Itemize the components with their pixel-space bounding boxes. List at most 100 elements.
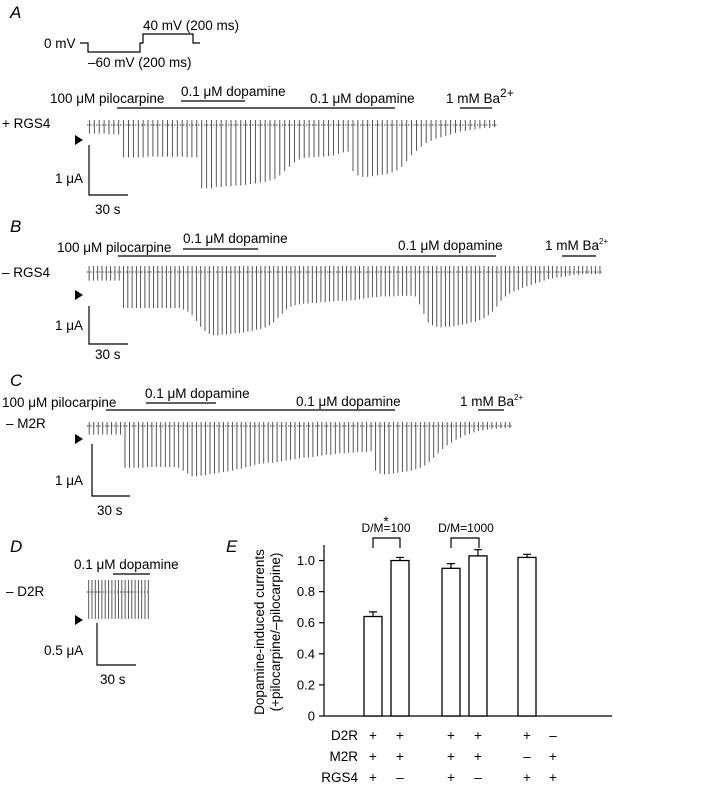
arrowhead-marker-d bbox=[75, 615, 83, 625]
scale-bar-a bbox=[88, 145, 128, 196]
error-bar bbox=[447, 563, 455, 569]
panel-b: B 100 μM pilocarpine 0.1 μM dopamine 0.1… bbox=[2, 217, 608, 362]
genotype-sign: + bbox=[447, 770, 455, 785]
bars bbox=[363, 549, 537, 717]
arrowhead-marker-b bbox=[75, 290, 83, 300]
step1-label: –60 mV (200 ms) bbox=[88, 55, 192, 70]
arrowhead-marker-a bbox=[75, 135, 83, 145]
genotype-label: M2R bbox=[329, 749, 358, 764]
y-tick-label: 0 bbox=[308, 709, 315, 724]
pilocarpine-label: 100 μM pilocarpine bbox=[2, 395, 116, 410]
error-bar bbox=[369, 611, 377, 617]
genotype-sign: + bbox=[549, 749, 557, 764]
significance-bracket-100: * D/M=100 bbox=[361, 514, 411, 548]
panel-d: D 0.1 μM dopamine – D2R 0.5 μA 30 s bbox=[6, 537, 179, 687]
dopamine-label-1: 0.1 μM dopamine bbox=[183, 231, 288, 246]
genotype-sign: – bbox=[549, 728, 557, 743]
genotype-sign: + bbox=[369, 728, 377, 743]
y-tick-label: 1.0 bbox=[297, 553, 315, 568]
y-axis-label-line-2: (+pilocarpine/–pilocarpine) bbox=[268, 553, 283, 712]
scale-current-b: 1 μA bbox=[55, 318, 83, 333]
genotype-sign: + bbox=[369, 749, 377, 764]
dopamine-label: 0.1 μM dopamine bbox=[74, 557, 179, 572]
bar bbox=[468, 555, 488, 717]
scale-time-c: 30 s bbox=[97, 503, 123, 518]
voltage-protocol: 0 mV –60 mV (200 ms) 40 mV (200 ms) bbox=[44, 18, 239, 70]
panel-e: E Dopamine-induced currents (+pilocarpin… bbox=[226, 514, 612, 785]
arrowhead-marker-c bbox=[75, 434, 83, 444]
scale-bar-d bbox=[96, 623, 136, 666]
genotype-sign: + bbox=[549, 770, 557, 785]
significance-bracket-1000: D/M=1000 bbox=[438, 521, 494, 548]
bar bbox=[517, 556, 537, 717]
panel-letter-a: A bbox=[9, 3, 21, 22]
genotype-label: RGS4 bbox=[321, 770, 358, 785]
bar bbox=[441, 567, 461, 717]
panel-letter-d: D bbox=[10, 537, 22, 556]
ratio-label-1000: D/M=1000 bbox=[438, 521, 494, 535]
panel-letter-c: C bbox=[10, 371, 23, 390]
scale-time-b: 30 s bbox=[95, 347, 121, 362]
genotype-sign: – bbox=[523, 749, 531, 764]
scale-time-a: 30 s bbox=[95, 202, 121, 217]
row-label-c: – M2R bbox=[6, 416, 46, 431]
genotype-sign: + bbox=[523, 728, 531, 743]
bar bbox=[363, 615, 383, 717]
y-axis-label: Dopamine-induced currents (+pilocarpine/… bbox=[252, 549, 283, 715]
row-label-d: – D2R bbox=[6, 584, 45, 599]
genotype-table: D2R + + + + + – M2R + + + + – + RGS4 + – + – + + bbox=[321, 728, 557, 785]
barium-label: 1 mM Ba2+ bbox=[460, 393, 523, 409]
dopamine-label-1: 0.1 μM dopamine bbox=[145, 386, 250, 401]
dopamine-label-2: 0.1 μM dopamine bbox=[296, 394, 401, 409]
genotype-sign: + bbox=[447, 728, 455, 743]
panel-letter-e: E bbox=[226, 537, 238, 556]
panel-c: C 100 μM pilocarpine 0.1 μM dopamine 0.1… bbox=[2, 371, 523, 518]
step2-label: 40 mV (200 ms) bbox=[143, 18, 239, 33]
pilocarpine-label: 100 μM pilocarpine bbox=[57, 240, 171, 255]
barium-label: 1 mM Ba2+ bbox=[446, 86, 514, 106]
genotype-sign: + bbox=[523, 770, 531, 785]
bar bbox=[390, 559, 410, 717]
error-bar bbox=[396, 556, 404, 561]
row-label-a: + RGS4 bbox=[2, 116, 51, 131]
y-tick-label: 0.4 bbox=[297, 646, 315, 661]
dopamine-label-2: 0.1 μM dopamine bbox=[398, 238, 503, 253]
scale-current-a: 1 μA bbox=[55, 171, 83, 186]
scale-bar-b bbox=[88, 306, 128, 345]
y-axis-label-line-1: Dopamine-induced currents bbox=[252, 549, 267, 715]
ratio-label-100: D/M=100 bbox=[361, 521, 410, 535]
genotype-sign: + bbox=[474, 749, 482, 764]
scale-bar-c bbox=[91, 444, 130, 497]
genotype-label: D2R bbox=[331, 728, 358, 743]
significance-star: * bbox=[383, 514, 389, 529]
y-tick-label: 0.6 bbox=[297, 615, 315, 630]
genotype-sign: + bbox=[474, 728, 482, 743]
holding-potential-label: 0 mV bbox=[44, 36, 76, 51]
genotype-sign: – bbox=[396, 770, 404, 785]
genotype-sign: + bbox=[447, 749, 455, 764]
dopamine-label-1: 0.1 μM dopamine bbox=[181, 84, 286, 99]
genotype-sign: – bbox=[474, 770, 482, 785]
error-bar bbox=[523, 553, 531, 558]
genotype-sign: + bbox=[396, 749, 404, 764]
scale-time-d: 30 s bbox=[100, 672, 126, 687]
genotype-sign: + bbox=[396, 728, 404, 743]
pilocarpine-label: 100 μM pilocarpine bbox=[50, 91, 164, 106]
genotype-sign: + bbox=[369, 770, 377, 785]
dopamine-label-2: 0.1 μM dopamine bbox=[310, 91, 415, 106]
y-tick-label: 0.8 bbox=[297, 584, 315, 599]
barium-label: 1 mM Ba2+ bbox=[545, 237, 608, 253]
current-trace-c bbox=[87, 422, 512, 477]
error-bar bbox=[474, 549, 482, 556]
row-label-b: – RGS4 bbox=[2, 265, 51, 280]
y-ticks: 0 0.2 0.4 0.6 0.8 1.0 bbox=[297, 553, 324, 724]
current-trace-b bbox=[87, 266, 602, 336]
scale-current-c: 1 μA bbox=[55, 473, 83, 488]
panel-letter-b: B bbox=[10, 217, 21, 236]
current-trace-d bbox=[87, 580, 150, 619]
current-trace-a bbox=[87, 120, 497, 189]
panel-a: A 0 mV –60 mV (200 ms) 40 mV (200 ms) 10… bbox=[2, 3, 514, 217]
y-tick-label: 0.2 bbox=[297, 677, 315, 692]
scale-current-d: 0.5 μA bbox=[44, 643, 83, 658]
